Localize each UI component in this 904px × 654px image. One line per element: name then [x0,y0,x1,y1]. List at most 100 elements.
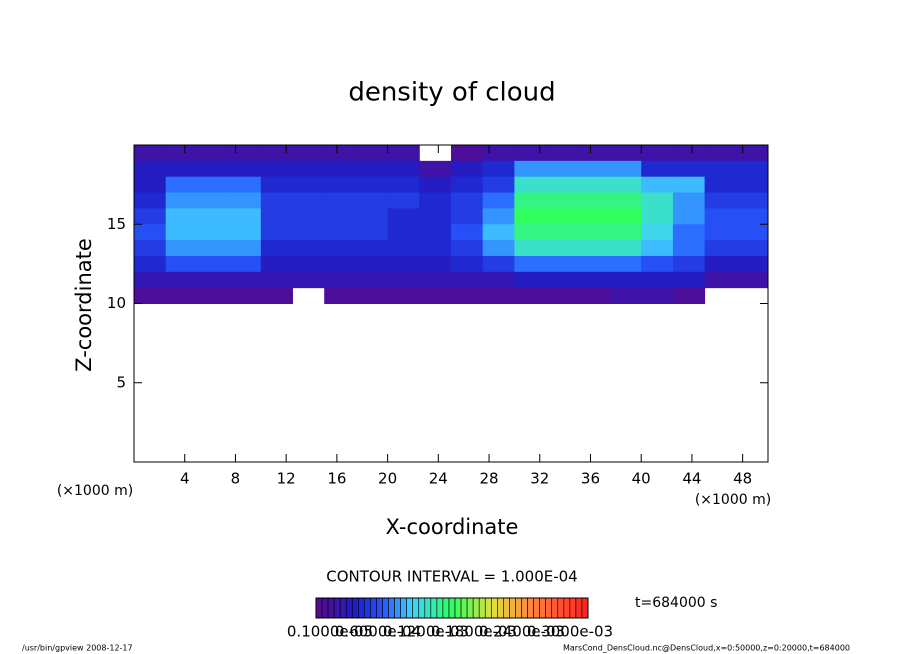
heat-cell [165,255,198,273]
heat-cell [134,287,167,304]
heat-cell [514,160,547,178]
heat-cell [514,287,547,304]
heat-cell [292,224,325,241]
heat-cell [704,271,737,289]
heat-cell [736,208,769,225]
heat-cell [165,240,198,257]
heat-cell [451,176,484,194]
heat-cell [609,208,642,225]
x-tick-label: 28 [479,470,498,488]
heat-cell [324,255,357,273]
heat-cell [134,240,167,257]
heat-cell [546,271,579,289]
heat-cell [387,176,420,194]
colorbar-step [490,597,498,619]
heat-cell [229,240,262,257]
heat-cell [514,224,547,241]
colorbar-label: 0.2400e-03 [479,623,565,641]
heat-cell [482,255,515,273]
heat-cell [419,287,452,304]
heat-cell [134,255,167,273]
heat-cell [134,271,167,289]
heat-cell [514,176,547,194]
heat-cell [165,271,198,289]
heat-cell [577,255,610,273]
heat-cell [546,255,579,273]
x-tick-label: 32 [530,470,549,488]
colorbar-step [575,597,583,619]
heat-cell [197,208,230,225]
heat-cell [451,287,484,304]
heat-cell [387,224,420,241]
chart-title: density of cloud [348,78,555,108]
heat-cell [514,240,547,257]
colorbar-step [370,597,377,619]
heat-cell [514,192,547,209]
heat-cell [134,208,167,225]
heat-cell [577,176,610,194]
heat-cell [736,160,769,178]
heat-cell [451,271,484,289]
heat-cell [229,176,262,194]
heat-cell [165,176,198,194]
colorbar-step [569,597,577,619]
heat-cell [641,145,674,162]
heat-cell [609,145,642,162]
heat-cell [482,160,515,178]
x-tick-label: 12 [277,470,296,488]
heat-cell [387,255,420,273]
colorbar-label: 0.1000e-05 [287,623,373,641]
heat-cell [324,240,357,257]
heat-cell [387,287,420,304]
heat-cell [292,145,325,162]
colorbar-label: 0.6000e-04 [335,623,421,641]
heat-cell [482,208,515,225]
heat-cell [609,255,642,273]
heat-cell [577,224,610,241]
colorbar-label: 0.1200e-03 [383,623,469,641]
heat-cell [165,160,198,178]
heat-cell [451,160,484,178]
heat-cell [419,240,452,257]
colorbar-step [472,597,480,619]
heat-cell [514,208,547,225]
colorbar-step [400,597,407,619]
colorbar-step [376,597,383,619]
heat-cell [704,240,737,257]
heat-cell [704,160,737,178]
x-tick-label: 16 [327,470,346,488]
colorbar-step [351,597,359,619]
colorbar-step [358,597,365,619]
colorbar-step [563,597,571,619]
colorbar-step [484,597,492,619]
heat-cell [260,160,293,178]
colorbar-step [478,597,486,619]
heat-cell [672,176,706,194]
x-tick-label: 4 [180,470,190,488]
heat-cell [292,271,325,289]
colorbar-step [545,597,553,619]
colorbar-step [539,597,546,619]
heat-cell [165,145,198,162]
heat-cell [514,255,547,273]
heat-cell [355,271,389,289]
colorbar-step [412,597,420,619]
heat-cell [229,224,262,241]
colorbar-step [466,597,474,619]
heat-cell [229,208,262,225]
heat-cell [672,192,706,209]
heat-cell [672,160,706,178]
colorbar-step [454,597,462,619]
heat-cell [260,208,293,225]
heat-cell [260,271,293,289]
x-tick-label: 8 [231,470,241,488]
heat-cell [355,287,389,304]
heat-cell [134,145,167,162]
x-unit: (×1000 m) [695,492,771,508]
heat-cell [260,255,293,273]
heat-cell [229,160,262,178]
heat-cell [704,255,737,273]
heat-cell [229,192,262,209]
heat-cell [704,176,737,194]
